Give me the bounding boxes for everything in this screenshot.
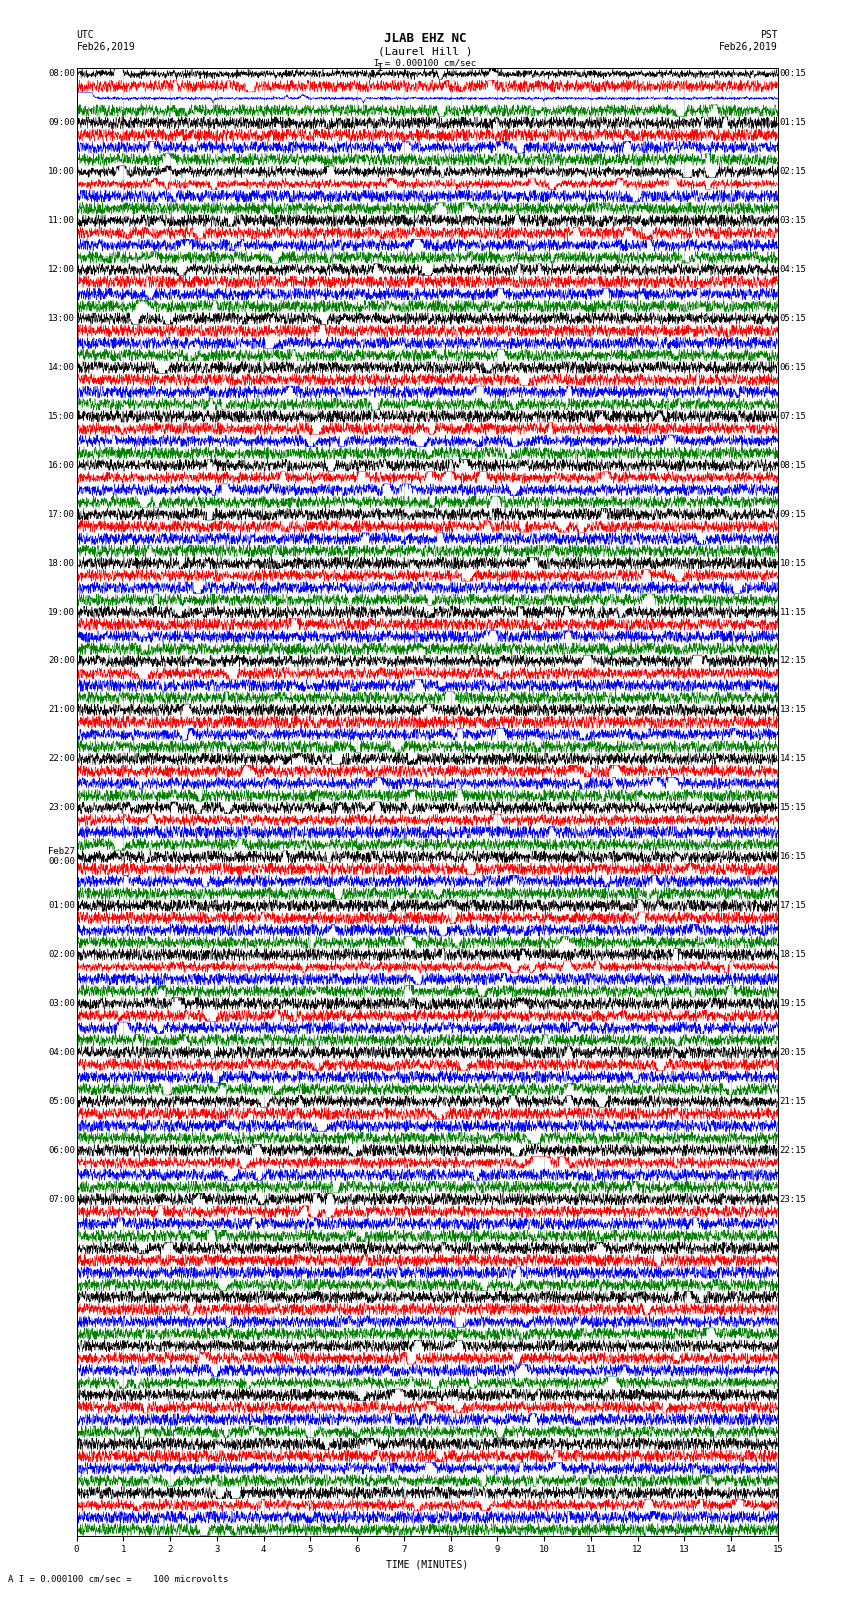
Text: Feb27
00:00: Feb27 00:00 (48, 847, 75, 866)
Text: 15:00: 15:00 (48, 411, 75, 421)
Text: 01:00: 01:00 (48, 902, 75, 910)
Text: 23:00: 23:00 (48, 803, 75, 813)
Text: 21:00: 21:00 (48, 705, 75, 715)
Text: 02:00: 02:00 (48, 950, 75, 960)
Text: 14:15: 14:15 (779, 755, 807, 763)
Text: 10:00: 10:00 (48, 168, 75, 176)
Text: 05:00: 05:00 (48, 1097, 75, 1107)
Text: 09:15: 09:15 (779, 510, 807, 519)
Text: 14:00: 14:00 (48, 363, 75, 373)
Text: 21:15: 21:15 (779, 1097, 807, 1107)
Text: 04:15: 04:15 (779, 265, 807, 274)
Text: 18:15: 18:15 (779, 950, 807, 960)
Text: 19:00: 19:00 (48, 608, 75, 616)
Text: 17:00: 17:00 (48, 510, 75, 519)
Text: 00:15: 00:15 (779, 69, 807, 79)
Text: 05:15: 05:15 (779, 315, 807, 323)
Text: 22:00: 22:00 (48, 755, 75, 763)
Text: 17:15: 17:15 (779, 902, 807, 910)
Text: 15:15: 15:15 (779, 803, 807, 813)
Text: 13:15: 13:15 (779, 705, 807, 715)
Text: UTC: UTC (76, 31, 94, 40)
Text: 10:15: 10:15 (779, 558, 807, 568)
Text: 19:15: 19:15 (779, 998, 807, 1008)
Text: 11:15: 11:15 (779, 608, 807, 616)
Text: Feb26,2019: Feb26,2019 (76, 42, 135, 52)
Text: I: I (377, 63, 384, 73)
Text: 16:15: 16:15 (779, 852, 807, 861)
Text: 07:00: 07:00 (48, 1195, 75, 1203)
Text: 01:15: 01:15 (779, 118, 807, 127)
Text: 08:15: 08:15 (779, 461, 807, 469)
Text: 20:15: 20:15 (779, 1048, 807, 1057)
Text: 08:00: 08:00 (48, 69, 75, 79)
Text: 06:15: 06:15 (779, 363, 807, 373)
Text: 12:15: 12:15 (779, 656, 807, 666)
Text: 22:15: 22:15 (779, 1145, 807, 1155)
Text: 06:00: 06:00 (48, 1145, 75, 1155)
Text: 20:00: 20:00 (48, 656, 75, 666)
Text: Feb26,2019: Feb26,2019 (719, 42, 778, 52)
X-axis label: TIME (MINUTES): TIME (MINUTES) (386, 1560, 468, 1569)
Text: 11:00: 11:00 (48, 216, 75, 226)
Text: JLAB EHZ NC: JLAB EHZ NC (383, 32, 467, 45)
Text: 02:15: 02:15 (779, 168, 807, 176)
Text: I = 0.000100 cm/sec: I = 0.000100 cm/sec (374, 58, 476, 68)
Text: 23:15: 23:15 (779, 1195, 807, 1203)
Text: 09:00: 09:00 (48, 118, 75, 127)
Text: 18:00: 18:00 (48, 558, 75, 568)
Text: PST: PST (760, 31, 778, 40)
Text: 07:15: 07:15 (779, 411, 807, 421)
Text: 13:00: 13:00 (48, 315, 75, 323)
Text: 16:00: 16:00 (48, 461, 75, 469)
Text: 03:15: 03:15 (779, 216, 807, 226)
Text: 03:00: 03:00 (48, 998, 75, 1008)
Text: (Laurel Hill ): (Laurel Hill ) (377, 47, 473, 56)
Text: 04:00: 04:00 (48, 1048, 75, 1057)
Text: 12:00: 12:00 (48, 265, 75, 274)
Text: A I = 0.000100 cm/sec =    100 microvolts: A I = 0.000100 cm/sec = 100 microvolts (8, 1574, 229, 1584)
